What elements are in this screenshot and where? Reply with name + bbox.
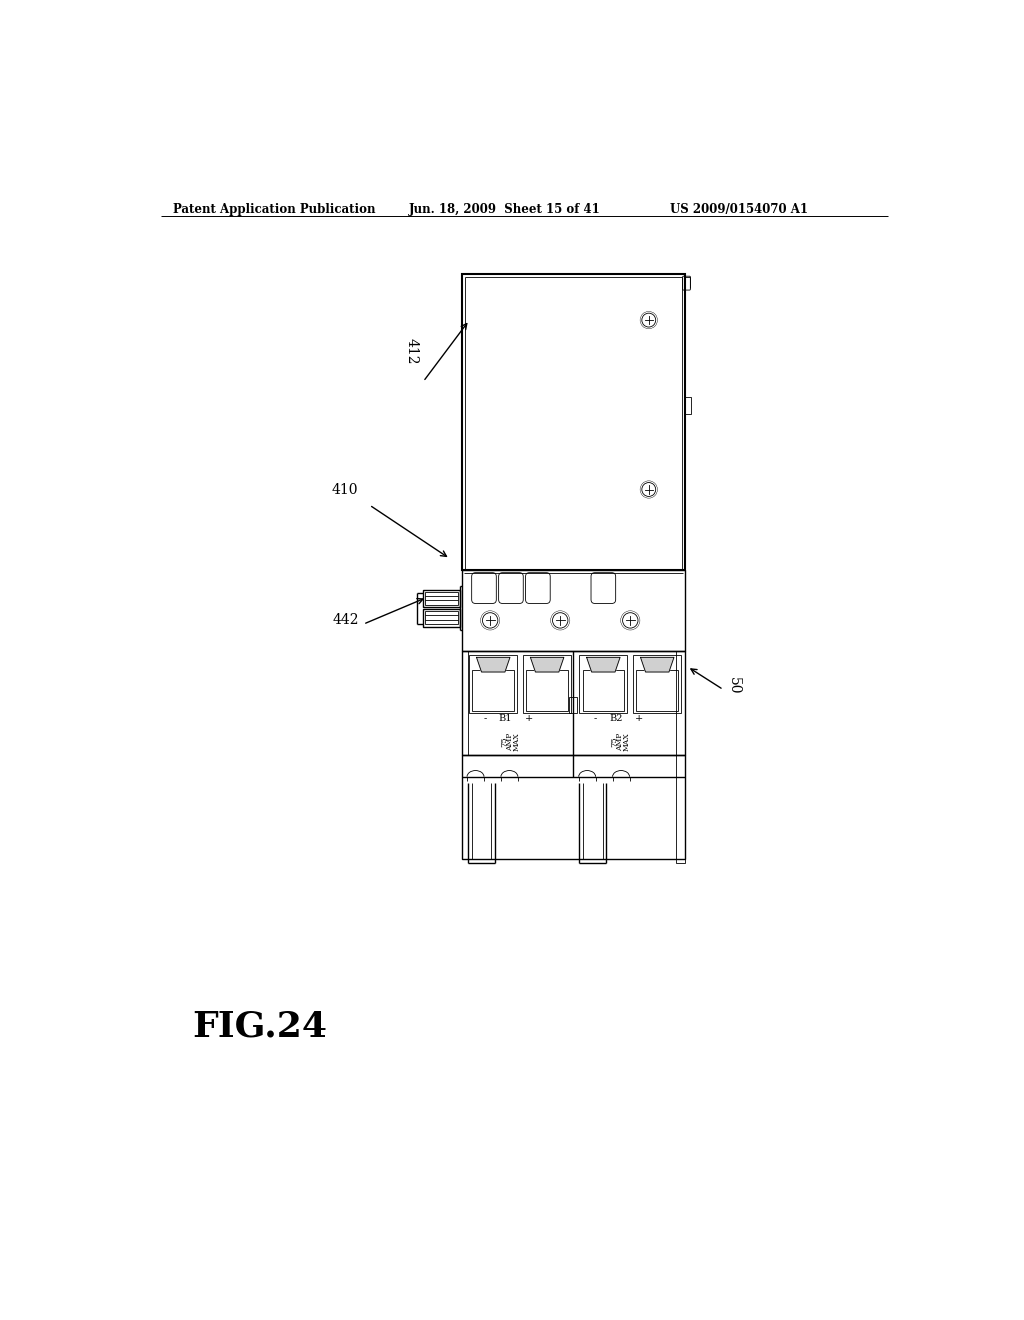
- Polygon shape: [530, 657, 564, 672]
- Text: FIG.24: FIG.24: [193, 1010, 327, 1043]
- Bar: [569, 697, 578, 713]
- Bar: [423, 609, 460, 627]
- Bar: [637, 671, 678, 711]
- Bar: [462, 275, 685, 570]
- Bar: [425, 591, 458, 605]
- Text: 442: 442: [333, 614, 359, 627]
- Bar: [462, 651, 685, 755]
- Bar: [676, 755, 685, 863]
- Bar: [583, 671, 625, 711]
- Text: AMP: AMP: [616, 733, 625, 751]
- Bar: [580, 655, 628, 713]
- Bar: [423, 590, 460, 607]
- Text: 412: 412: [404, 338, 419, 364]
- Text: -: -: [593, 714, 597, 723]
- Text: 50: 50: [727, 677, 741, 694]
- Text: Jun. 18, 2009  Sheet 15 of 41: Jun. 18, 2009 Sheet 15 of 41: [410, 203, 601, 216]
- Bar: [685, 397, 691, 414]
- Text: 410: 410: [331, 483, 357, 496]
- Bar: [462, 755, 685, 859]
- Bar: [462, 651, 468, 755]
- Text: 75: 75: [610, 737, 618, 747]
- Bar: [634, 655, 681, 713]
- Bar: [526, 671, 568, 711]
- Bar: [469, 655, 517, 713]
- Text: B1: B1: [499, 714, 512, 723]
- Text: MAX: MAX: [512, 733, 520, 751]
- Text: Patent Application Publication: Patent Application Publication: [173, 203, 376, 216]
- Text: AMP: AMP: [506, 733, 514, 751]
- Text: B2: B2: [609, 714, 623, 723]
- Polygon shape: [641, 657, 674, 672]
- Text: MAX: MAX: [623, 733, 631, 751]
- Text: +: +: [524, 714, 532, 723]
- Bar: [523, 655, 571, 713]
- Bar: [425, 611, 458, 624]
- Bar: [472, 671, 514, 711]
- Polygon shape: [587, 657, 621, 672]
- Text: -: -: [483, 714, 486, 723]
- Bar: [462, 570, 685, 651]
- Text: 75: 75: [500, 737, 508, 747]
- Polygon shape: [476, 657, 510, 672]
- Bar: [676, 651, 685, 755]
- Text: US 2009/0154070 A1: US 2009/0154070 A1: [670, 203, 808, 216]
- Text: +: +: [635, 714, 643, 723]
